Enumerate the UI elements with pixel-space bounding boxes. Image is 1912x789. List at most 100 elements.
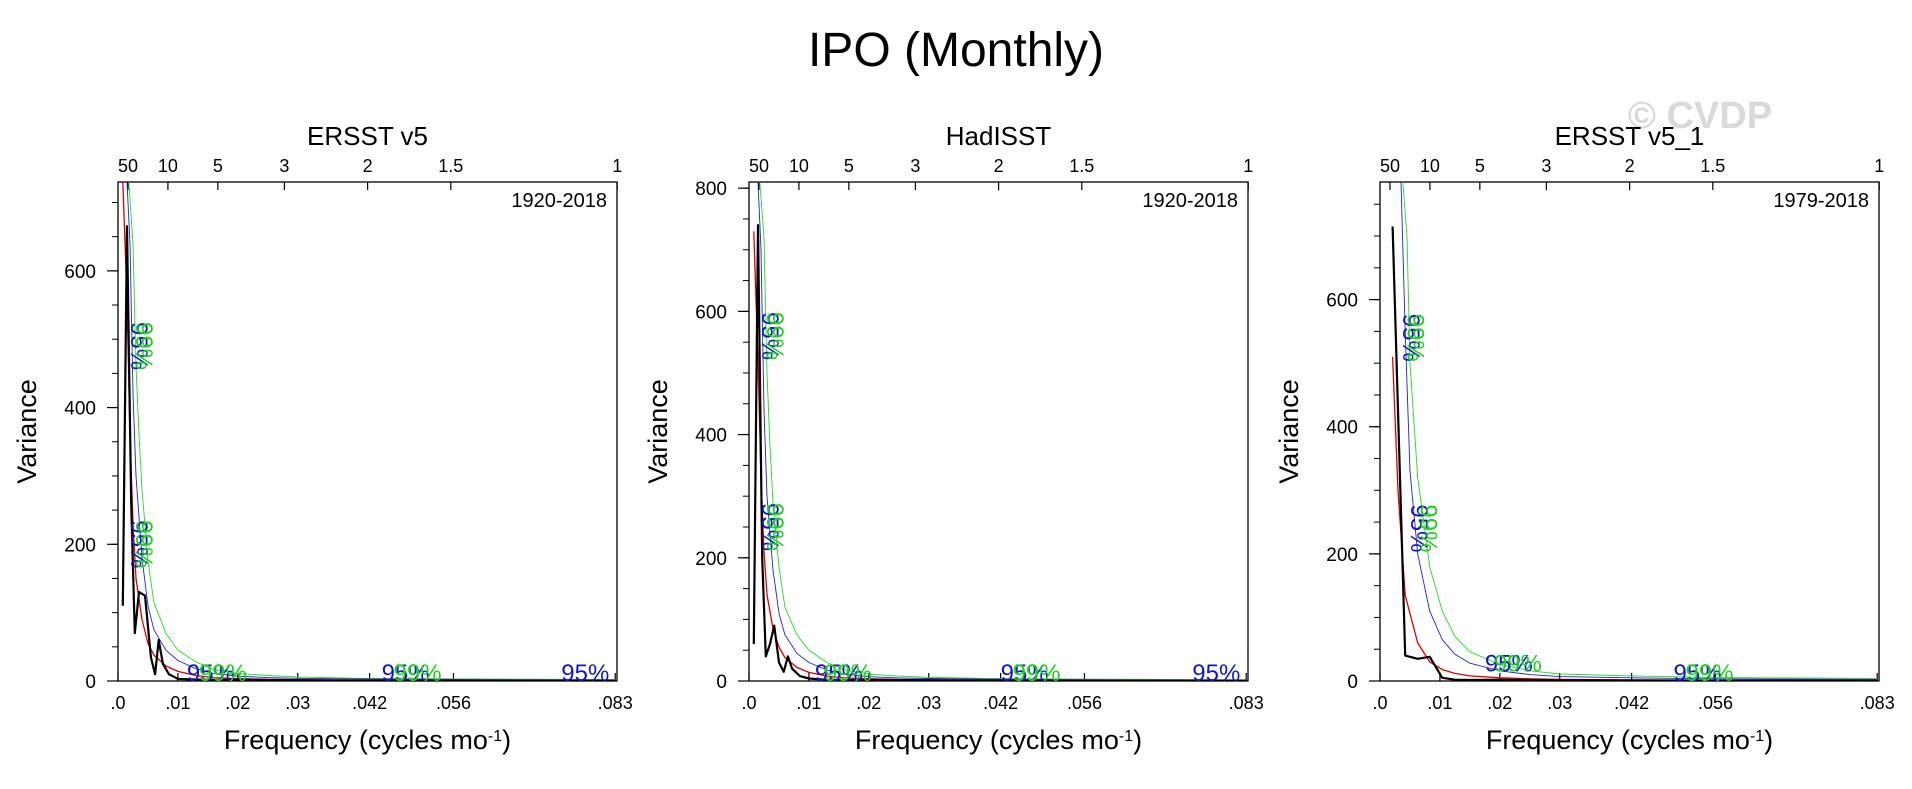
y-tick-label: 200 <box>1326 545 1358 566</box>
top-tick-label: 1.5 <box>438 156 463 176</box>
x-axis-label-superscript: -1 <box>488 728 502 745</box>
y-tick-label: 600 <box>64 262 96 283</box>
y-tick-label: 0 <box>85 672 96 693</box>
confidence-label: 95% <box>1397 314 1424 362</box>
top-tick-label: 10 <box>1420 156 1440 176</box>
confidence-label: 95% <box>1192 660 1240 687</box>
confidence-label: 99% <box>1494 650 1542 677</box>
top-tick-label: 50 <box>1380 156 1400 176</box>
x-axis-label-tail: ) <box>1764 725 1773 755</box>
confidence-label: 95% <box>187 660 235 687</box>
watermark: © CVDP <box>1628 95 1772 137</box>
y-tick-label: 200 <box>695 549 727 570</box>
top-tick-label: 1 <box>612 156 622 176</box>
x-tick-label: .056 <box>1698 693 1733 713</box>
chart-panel: HadISST 1920-2018 .0 .01 .02 .03 .042 .056 .083 5… <box>643 121 1264 755</box>
x-axis-label-main: Frequency (cycles mo <box>224 725 488 755</box>
confidence-label: 95% <box>125 520 152 568</box>
panel-title: ERSST v5_1 <box>1555 121 1705 151</box>
plot-frame <box>1379 181 1880 682</box>
confidence-label: 95% <box>756 312 783 360</box>
series-ci99 <box>128 182 616 681</box>
top-tick-label: 50 <box>118 156 138 176</box>
chart-panels: ERSST v51920-2018.0.01.02.03.042.056.083… <box>12 121 1895 755</box>
x-tick-label: .03 <box>916 693 941 713</box>
confidence-label: 99% <box>1402 314 1429 362</box>
series-ci95 <box>126 182 616 681</box>
confidence-label: 95% <box>1674 660 1722 687</box>
confidence-label: 95% <box>382 660 430 687</box>
top-tick-label: 1.5 <box>1700 156 1725 176</box>
x-axis-label: Frequency (cycles mo-1) <box>1486 725 1773 755</box>
series-spectrum <box>752 224 1247 681</box>
plot-frame <box>117 181 618 682</box>
confidence-label: 99% <box>824 660 872 687</box>
confidence-label: 99% <box>761 312 788 360</box>
x-tick-label: .02 <box>1487 693 1512 713</box>
period-label: 1920-2018 <box>511 190 607 212</box>
x-tick-label: .0 <box>1372 693 1387 713</box>
x-tick-label: .042 <box>352 693 387 713</box>
data-layer <box>1391 182 1878 681</box>
x-tick-label: .03 <box>285 693 310 713</box>
x-tick-label: .02 <box>856 693 881 713</box>
confidence-label: 95% <box>815 660 863 687</box>
series-ci95 <box>1400 182 1878 680</box>
confidence-label: 99% <box>130 520 157 568</box>
period-label: 1979-2018 <box>1773 190 1869 212</box>
y-tick-label: 0 <box>1347 672 1358 693</box>
y-tick-label: 600 <box>1326 291 1358 312</box>
x-tick-label: .01 <box>796 693 821 713</box>
x-tick-label: .042 <box>983 693 1018 713</box>
confidence-label: 99% <box>1415 504 1442 552</box>
panel-title: ERSST v5 <box>307 121 428 151</box>
top-tick-label: 5 <box>844 156 854 176</box>
confidence-label: 95% <box>756 503 783 551</box>
top-tick-label: 2 <box>1625 156 1635 176</box>
x-axis-label-main: Frequency (cycles mo <box>855 725 1119 755</box>
x-axis-label-tail: ) <box>502 725 511 755</box>
series-red-noise <box>753 231 1247 681</box>
top-tick-label: 3 <box>1541 156 1551 176</box>
series-ci95 <box>757 182 1247 681</box>
y-tick-label: 200 <box>64 535 96 556</box>
confidence-label: 99% <box>1013 660 1061 687</box>
x-tick-label: .01 <box>1427 693 1452 713</box>
plot-frame <box>748 181 1249 682</box>
series-ci99 <box>1402 182 1878 679</box>
x-tick-label: .0 <box>110 693 125 713</box>
top-tick-label: 5 <box>213 156 223 176</box>
top-tick-label: 2 <box>994 156 1004 176</box>
top-tick-label: 5 <box>1475 156 1485 176</box>
x-axis-label-tail: ) <box>1133 725 1142 755</box>
series-red-noise <box>122 182 616 681</box>
x-axis-label-main: Frequency (cycles mo <box>1486 725 1750 755</box>
y-tick-label: 800 <box>695 179 727 200</box>
x-tick-label: .056 <box>436 693 471 713</box>
x-tick-label: .01 <box>165 693 190 713</box>
figure-title: IPO (Monthly) <box>808 24 1104 77</box>
series-ci99 <box>759 182 1247 681</box>
confidence-label: 99% <box>130 322 157 370</box>
top-tick-label: 1 <box>1243 156 1253 176</box>
y-tick-label: 400 <box>1326 418 1358 439</box>
confidence-label: 99% <box>761 503 788 551</box>
top-tick-label: 1.5 <box>1069 156 1094 176</box>
confidence-label: 95% <box>125 322 152 370</box>
x-tick-label: .083 <box>1860 693 1895 713</box>
confidence-label: 99% <box>199 660 247 687</box>
chart-panel: ERSST v5_1 1979-2018 .0 .01 .02 .03 .042 .056 .0… <box>1274 121 1895 755</box>
confidence-label: 99% <box>1686 660 1734 687</box>
x-axis-label: Frequency (cycles mo-1) <box>224 725 511 755</box>
top-tick-label: 10 <box>158 156 178 176</box>
y-axis-label: Variance <box>1274 379 1304 484</box>
confidence-label: 95% <box>1485 650 1533 677</box>
series-spectrum <box>1391 226 1878 681</box>
confidence-label: 95% <box>1405 504 1432 552</box>
confidence-label: 99% <box>394 660 442 687</box>
chart-panel: ERSST v5 1920-2018 .0 .01 .02 .03 .042 .056 .083… <box>12 121 633 755</box>
y-tick-label: 400 <box>695 426 727 447</box>
x-tick-label: .083 <box>598 693 633 713</box>
x-axis-label-superscript: -1 <box>1750 728 1764 745</box>
